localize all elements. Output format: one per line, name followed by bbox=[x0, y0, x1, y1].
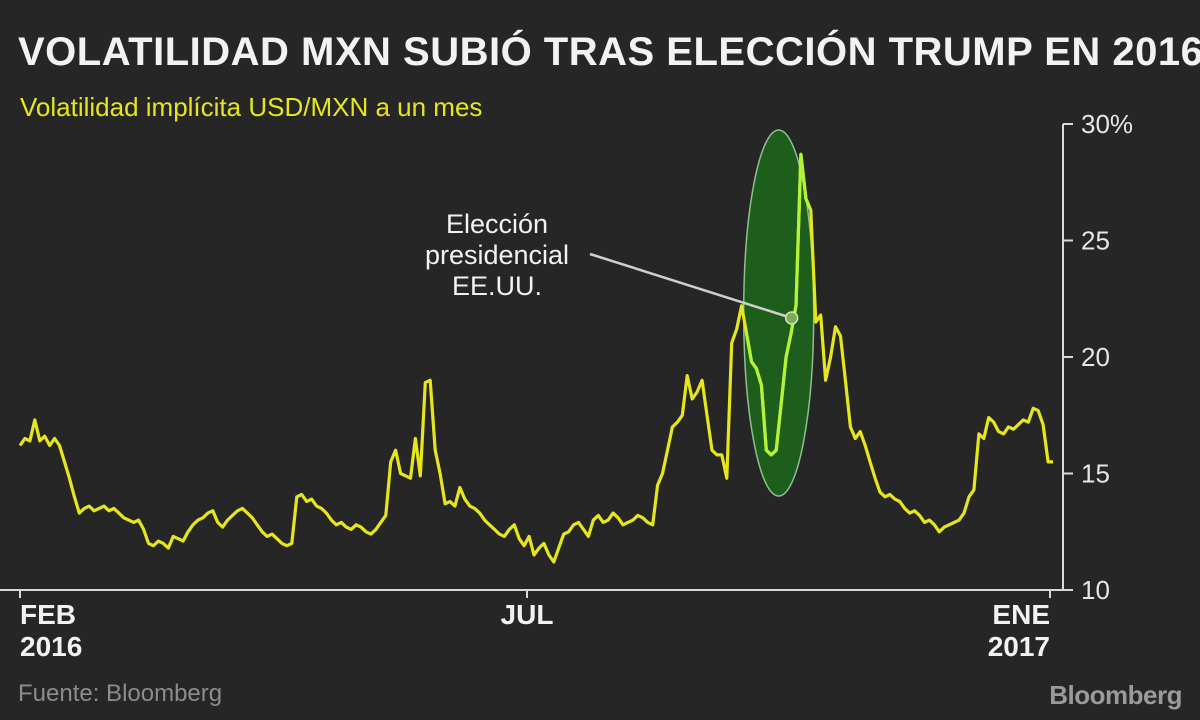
source-note: Fuente: Bloomberg bbox=[18, 680, 223, 707]
annotation-text: Elección bbox=[446, 209, 548, 239]
annotation-text: EE.UU. bbox=[452, 271, 542, 301]
chart-subtitle: Volatilidad implícita USD/MXN a un mes bbox=[20, 92, 483, 122]
election-marker bbox=[784, 311, 799, 325]
bloomberg-logo: Bloomberg bbox=[1049, 680, 1182, 710]
y-tick-label: 15 bbox=[1081, 459, 1110, 489]
x-tick-label: JUL bbox=[501, 599, 554, 630]
series-line bbox=[18, 152, 1053, 564]
y-tick-label: 30% bbox=[1081, 109, 1133, 139]
y-tick-label: 20 bbox=[1081, 342, 1110, 372]
x-tick-label-year: 2017 bbox=[988, 631, 1050, 662]
chart-title: VOLATILIDAD MXN SUBIÓ TRAS ELECCIÓN TRUM… bbox=[18, 30, 1200, 74]
y-tick-label: 25 bbox=[1081, 226, 1110, 256]
x-tick-label: ENE bbox=[992, 599, 1050, 630]
y-tick-label: 10 bbox=[1081, 575, 1110, 605]
series-line-highlight bbox=[745, 152, 813, 457]
annotation-text: presidencial bbox=[425, 240, 569, 270]
x-tick-label-year: 2016 bbox=[20, 631, 82, 662]
x-tick-label: FEB bbox=[20, 599, 76, 630]
annotation-leader bbox=[589, 252, 793, 320]
